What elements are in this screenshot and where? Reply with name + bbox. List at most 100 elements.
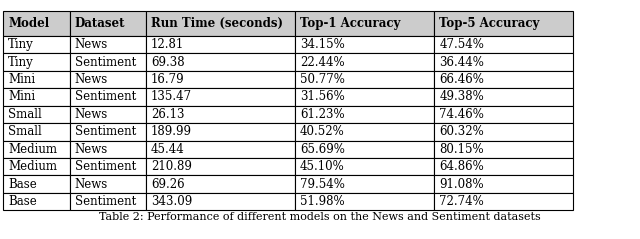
Text: 50.77%: 50.77%: [300, 73, 345, 86]
Bar: [434, 88, 573, 106]
Bar: [294, 71, 434, 88]
Text: News: News: [75, 38, 108, 51]
Bar: [434, 36, 573, 53]
Bar: [70, 175, 146, 193]
Text: 343.09: 343.09: [151, 195, 192, 208]
Bar: [70, 88, 146, 106]
Text: 31.56%: 31.56%: [300, 90, 344, 103]
Text: 66.46%: 66.46%: [439, 73, 484, 86]
Bar: [434, 158, 573, 175]
Text: 34.15%: 34.15%: [300, 38, 344, 51]
Bar: [3, 88, 70, 106]
Text: Sentiment: Sentiment: [75, 90, 136, 103]
Text: 80.15%: 80.15%: [439, 143, 484, 156]
Text: Top-1 Accuracy: Top-1 Accuracy: [300, 17, 400, 30]
Text: Sentiment: Sentiment: [75, 195, 136, 208]
Bar: [146, 36, 294, 53]
Text: Model: Model: [8, 17, 49, 30]
Bar: [70, 71, 146, 88]
Text: 45.10%: 45.10%: [300, 160, 344, 173]
Text: 12.81: 12.81: [151, 38, 184, 51]
Text: Top-5 Accuracy: Top-5 Accuracy: [439, 17, 540, 30]
Bar: [3, 175, 70, 193]
Text: 61.23%: 61.23%: [300, 108, 344, 121]
Text: 49.38%: 49.38%: [439, 90, 484, 103]
Bar: [70, 53, 146, 71]
Text: Mini: Mini: [8, 73, 35, 86]
Bar: [70, 141, 146, 158]
Bar: [294, 11, 434, 36]
Bar: [294, 123, 434, 141]
Bar: [434, 106, 573, 123]
Text: Small: Small: [8, 125, 42, 138]
Bar: [3, 123, 70, 141]
Text: 64.86%: 64.86%: [439, 160, 484, 173]
Bar: [146, 193, 294, 210]
Bar: [146, 11, 294, 36]
Bar: [146, 123, 294, 141]
Bar: [70, 158, 146, 175]
Bar: [294, 53, 434, 71]
Bar: [3, 11, 70, 36]
Text: 79.54%: 79.54%: [300, 178, 345, 191]
Bar: [70, 11, 146, 36]
Bar: [294, 158, 434, 175]
Bar: [146, 141, 294, 158]
Text: Medium: Medium: [8, 143, 58, 156]
Text: 69.26: 69.26: [151, 178, 184, 191]
Bar: [294, 175, 434, 193]
Text: News: News: [75, 73, 108, 86]
Bar: [434, 11, 573, 36]
Text: Dataset: Dataset: [75, 17, 125, 30]
Text: Table 2: Performance of different models on the News and Sentiment datasets: Table 2: Performance of different models…: [99, 212, 541, 222]
Bar: [434, 123, 573, 141]
Text: 210.89: 210.89: [151, 160, 192, 173]
Text: 65.69%: 65.69%: [300, 143, 345, 156]
Text: Tiny: Tiny: [8, 55, 34, 69]
Bar: [294, 106, 434, 123]
Bar: [294, 36, 434, 53]
Text: Sentiment: Sentiment: [75, 55, 136, 69]
Bar: [146, 106, 294, 123]
Text: 91.08%: 91.08%: [439, 178, 484, 191]
Text: 16.79: 16.79: [151, 73, 184, 86]
Text: 47.54%: 47.54%: [439, 38, 484, 51]
Text: 45.44: 45.44: [151, 143, 184, 156]
Bar: [434, 71, 573, 88]
Text: 72.74%: 72.74%: [439, 195, 484, 208]
Bar: [70, 106, 146, 123]
Bar: [3, 141, 70, 158]
Text: News: News: [75, 108, 108, 121]
Text: 36.44%: 36.44%: [439, 55, 484, 69]
Bar: [146, 71, 294, 88]
Text: 26.13: 26.13: [151, 108, 184, 121]
Text: 40.52%: 40.52%: [300, 125, 344, 138]
Text: Sentiment: Sentiment: [75, 160, 136, 173]
Text: 189.99: 189.99: [151, 125, 192, 138]
Bar: [146, 53, 294, 71]
Bar: [70, 123, 146, 141]
Text: Medium: Medium: [8, 160, 58, 173]
Text: News: News: [75, 178, 108, 191]
Text: 60.32%: 60.32%: [439, 125, 484, 138]
Bar: [146, 158, 294, 175]
Text: Base: Base: [8, 195, 37, 208]
Bar: [146, 175, 294, 193]
Bar: [3, 53, 70, 71]
Text: Small: Small: [8, 108, 42, 121]
Bar: [3, 71, 70, 88]
Text: Run Time (seconds): Run Time (seconds): [151, 17, 283, 30]
Bar: [434, 141, 573, 158]
Bar: [434, 53, 573, 71]
Bar: [434, 175, 573, 193]
Bar: [70, 36, 146, 53]
Bar: [146, 88, 294, 106]
Text: Tiny: Tiny: [8, 38, 34, 51]
Bar: [3, 158, 70, 175]
Bar: [3, 36, 70, 53]
Text: 22.44%: 22.44%: [300, 55, 344, 69]
Text: Base: Base: [8, 178, 37, 191]
Text: 135.47: 135.47: [151, 90, 192, 103]
Bar: [294, 193, 434, 210]
Bar: [434, 193, 573, 210]
